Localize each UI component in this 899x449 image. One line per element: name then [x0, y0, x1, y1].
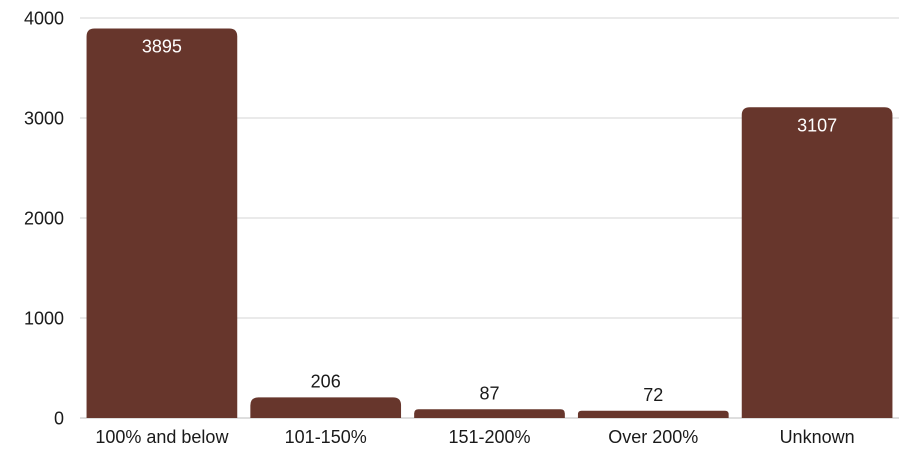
- x-axis-category-labels: 100% and below 101-150% 151-200% Over 200% U…: [95, 427, 854, 447]
- x-category-label: 151-200%: [448, 427, 530, 447]
- x-category-label: Unknown: [780, 427, 855, 447]
- y-tick-label: 0: [54, 408, 64, 428]
- bars: [86, 28, 893, 419]
- y-tick-label: 3000: [24, 108, 64, 128]
- y-tick-label: 4000: [24, 8, 64, 28]
- bar: [250, 397, 402, 418]
- data-label: 87: [479, 383, 499, 403]
- x-category-label: Over 200%: [608, 427, 698, 447]
- bar: [577, 410, 729, 418]
- data-label: 72: [643, 385, 663, 405]
- bar: [414, 409, 565, 418]
- data-label: 3107: [797, 115, 837, 135]
- bar: [741, 107, 893, 419]
- data-label: 3895: [142, 37, 182, 57]
- bar: [86, 28, 238, 418]
- x-category-label: 101-150%: [285, 427, 367, 447]
- data-labels: 3895 206 87 72 3107: [142, 37, 837, 405]
- y-axis-tick-labels: 0 1000 2000 3000 4000: [24, 8, 64, 428]
- y-tick-label: 2000: [24, 208, 64, 228]
- data-label: 206: [311, 371, 341, 391]
- y-tick-label: 1000: [24, 308, 64, 328]
- x-category-label: 100% and below: [95, 427, 229, 447]
